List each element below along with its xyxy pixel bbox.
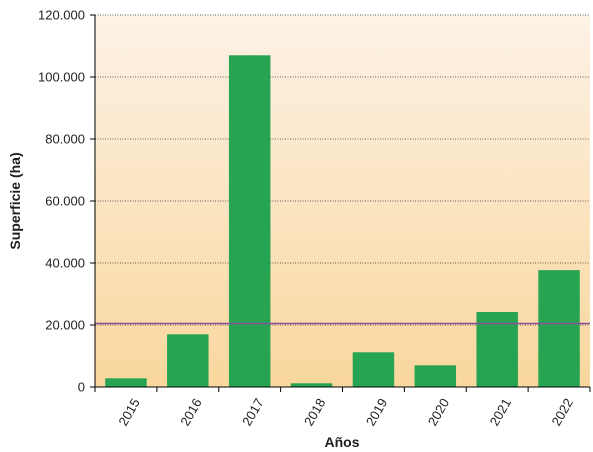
x-tick-label: 2015 [115,396,142,429]
bar-2018 [290,383,333,387]
gridlines [95,14,590,326]
x-tick-label: 2018 [301,396,328,429]
bar-2019 [352,352,395,387]
x-tick-label: 2022 [549,396,576,429]
x-tick-label: 2017 [239,396,266,429]
y-tick-labels: 0 20.000 40.000 60.000 80.000 100.000 120.000 [38,8,85,395]
bar-2015 [105,378,147,387]
x-tick-label: 2021 [487,396,514,429]
bar-2021 [476,311,518,387]
x-tick-labels: 2015 2016 2017 2018 2019 2020 2021 2022 [115,396,576,429]
y-tick-label: 120.000 [38,8,85,23]
y-axis-title: Superficie (ha) [7,152,23,249]
y-tick-label: 40.000 [45,256,85,271]
x-axis-title: Años [325,434,360,450]
y-tick-label: 20.000 [45,318,85,333]
x-tick-label: 2016 [177,396,204,429]
bar-2022 [538,270,580,387]
bar-2020 [414,365,457,387]
y-tick-label: 100.000 [38,70,85,85]
x-tick-label: 2019 [363,396,390,429]
x-tick-label: 2020 [425,396,452,429]
bar-2016 [167,334,209,387]
bars [105,55,580,388]
bar-2017 [228,55,271,388]
axes [90,14,591,392]
y-tick-label: 60.000 [45,194,85,209]
y-tick-label: 0 [78,380,85,395]
y-tick-label: 80.000 [45,132,85,147]
